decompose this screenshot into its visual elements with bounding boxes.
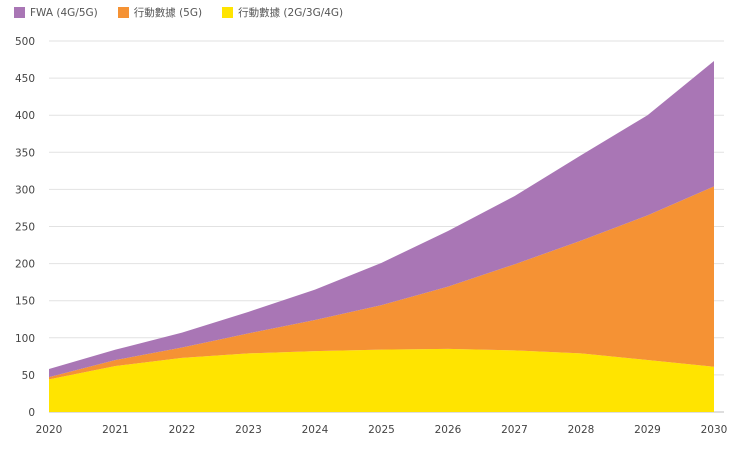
x-tick-label: 2029: [634, 424, 661, 436]
legend: FWA (4G/5G) 行動數據 (5G) 行動數據 (2G/3G/4G): [14, 5, 343, 20]
y-tick-label: 200: [15, 259, 35, 271]
x-tick-label: 2030: [701, 424, 728, 436]
area-series-1[interactable]: [49, 186, 714, 380]
x-tick-label: 2025: [368, 424, 395, 436]
y-tick-label: 50: [22, 370, 35, 382]
y-tick-label: 250: [15, 222, 35, 234]
x-tick-label: 2024: [302, 424, 329, 436]
legend-item-fwa[interactable]: FWA (4G/5G): [14, 7, 98, 19]
legend-swatch-legacy: [222, 7, 234, 18]
legend-swatch-5g: [117, 7, 129, 18]
y-tick-label: 150: [15, 296, 35, 308]
area-series: [49, 61, 714, 412]
x-tick-label: 2020: [36, 424, 63, 436]
x-tick-label: 2023: [235, 424, 262, 436]
y-tick-label: 100: [15, 333, 35, 345]
legend-label-legacy: 行動數據 (2G/3G/4G): [238, 7, 344, 19]
legend-label-5g: 行動數據 (5G): [133, 7, 203, 19]
y-tick-label: 350: [15, 147, 35, 159]
x-tick-label: 2026: [435, 424, 462, 436]
y-tick-label: 0: [28, 407, 35, 419]
x-tick-label: 2028: [568, 424, 595, 436]
y-tick-label: 500: [15, 36, 35, 48]
area-series-0[interactable]: [49, 348, 714, 412]
y-tick-label: 450: [15, 73, 35, 85]
x-axis: 2020 2021 2022 2023 2024 2025 2026 2027 2028 2029…: [36, 424, 728, 436]
legend-item-legacy[interactable]: 行動數據 (2G/3G/4G): [222, 5, 343, 20]
x-tick-label: 2021: [102, 424, 129, 436]
x-tick-label: 2022: [169, 424, 196, 436]
legend-swatch-fwa: [14, 7, 25, 18]
y-axis: 0 50 100 150 200 250 300 350 400 450 500: [15, 36, 35, 419]
area-series-2[interactable]: [49, 61, 714, 378]
x-tick-label: 2027: [501, 424, 528, 436]
y-tick-label: 400: [15, 110, 35, 122]
legend-item-5g[interactable]: 行動數據 (5G): [117, 5, 203, 20]
y-tick-label: 300: [15, 184, 35, 196]
legend-label-fwa: FWA (4G/5G): [30, 6, 98, 19]
